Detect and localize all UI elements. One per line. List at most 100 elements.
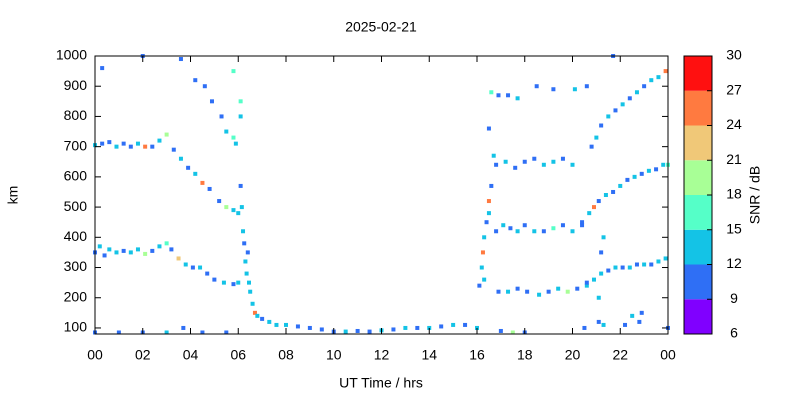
data-point bbox=[143, 251, 148, 256]
data-point bbox=[367, 329, 372, 334]
data-point bbox=[580, 223, 585, 228]
data-point bbox=[541, 162, 546, 167]
data-point bbox=[143, 144, 148, 149]
data-point bbox=[630, 313, 635, 318]
data-point bbox=[627, 96, 632, 101]
data-point bbox=[560, 223, 565, 228]
data-point bbox=[475, 325, 479, 330]
x-tick-label: 00 bbox=[660, 347, 676, 363]
data-point bbox=[587, 211, 592, 216]
data-point bbox=[236, 280, 241, 285]
x-tick-label: 08 bbox=[278, 347, 294, 363]
y-tick-label: 400 bbox=[64, 228, 88, 244]
data-point bbox=[243, 259, 248, 264]
data-point bbox=[274, 322, 279, 327]
data-point bbox=[603, 193, 608, 197]
y-tick-label: 1000 bbox=[56, 47, 87, 63]
data-point bbox=[513, 165, 518, 170]
data-point bbox=[224, 129, 229, 134]
data-point bbox=[486, 211, 491, 216]
data-point bbox=[427, 325, 432, 330]
data-point bbox=[494, 162, 499, 167]
data-point bbox=[649, 262, 654, 267]
data-point bbox=[532, 156, 537, 161]
data-point bbox=[620, 102, 625, 107]
data-point bbox=[451, 322, 456, 327]
x-axis-label: UT Time / hrs bbox=[339, 375, 423, 391]
data-point bbox=[212, 277, 217, 282]
data-point bbox=[515, 229, 520, 234]
y-tick-label: 100 bbox=[64, 319, 88, 335]
data-point bbox=[656, 259, 661, 264]
data-point bbox=[532, 229, 537, 234]
data-point bbox=[114, 250, 119, 255]
y-tick-label: 800 bbox=[64, 107, 88, 123]
x-tick-label: 14 bbox=[421, 347, 437, 363]
data-point bbox=[496, 289, 501, 294]
data-point bbox=[570, 162, 575, 167]
colorbar-tick-label: 6 bbox=[730, 325, 738, 341]
data-point bbox=[116, 330, 121, 335]
x-tick-label: 10 bbox=[326, 347, 342, 363]
data-point bbox=[171, 147, 176, 152]
data-point bbox=[508, 226, 513, 231]
y-tick-label: 600 bbox=[64, 168, 88, 184]
data-point bbox=[267, 319, 272, 324]
data-point bbox=[537, 292, 542, 297]
data-point bbox=[632, 174, 637, 179]
data-point bbox=[627, 265, 632, 270]
data-point bbox=[242, 241, 247, 246]
data-point bbox=[639, 310, 644, 315]
data-point bbox=[510, 330, 515, 335]
data-point bbox=[150, 248, 155, 253]
data-point bbox=[193, 171, 198, 176]
data-point bbox=[415, 325, 420, 330]
data-point bbox=[255, 313, 260, 318]
data-point bbox=[634, 90, 639, 95]
data-point bbox=[613, 108, 618, 113]
data-point bbox=[506, 93, 511, 98]
colorbar-band bbox=[684, 56, 712, 91]
colorbar-band bbox=[684, 125, 712, 161]
colorbar-tick-label: 18 bbox=[726, 186, 742, 202]
data-point bbox=[241, 229, 246, 234]
data-point bbox=[198, 265, 203, 270]
data-point bbox=[663, 256, 668, 261]
data-point bbox=[319, 327, 324, 332]
data-point bbox=[482, 235, 487, 240]
colorbar-band bbox=[684, 90, 712, 126]
x-tick-label: 02 bbox=[135, 347, 151, 363]
data-point bbox=[534, 84, 539, 89]
data-point bbox=[252, 310, 257, 315]
data-point bbox=[186, 165, 191, 170]
data-point bbox=[596, 319, 601, 324]
data-point bbox=[190, 265, 195, 270]
y-tick-label: 700 bbox=[64, 137, 88, 153]
x-tick-label: 20 bbox=[565, 347, 581, 363]
data-point bbox=[584, 280, 589, 285]
x-tick-label: 16 bbox=[469, 347, 485, 363]
x-tick-label: 22 bbox=[612, 347, 628, 363]
x-tick-label: 12 bbox=[374, 347, 390, 363]
data-point bbox=[107, 247, 112, 252]
data-point bbox=[231, 208, 236, 213]
data-point bbox=[221, 280, 226, 285]
data-point bbox=[515, 286, 520, 291]
data-point bbox=[193, 78, 198, 83]
data-point bbox=[522, 159, 527, 164]
data-point bbox=[121, 141, 126, 146]
data-point bbox=[625, 177, 630, 182]
data-point bbox=[164, 241, 169, 246]
colorbar-tick-label: 21 bbox=[726, 151, 742, 167]
colorbar-band bbox=[684, 229, 712, 265]
data-point bbox=[501, 223, 506, 228]
data-point bbox=[642, 84, 647, 89]
data-point bbox=[231, 69, 236, 74]
data-point bbox=[164, 132, 169, 137]
data-point bbox=[570, 229, 575, 234]
data-point bbox=[611, 189, 616, 194]
data-point bbox=[121, 248, 126, 253]
data-point bbox=[178, 156, 183, 161]
data-point bbox=[489, 183, 494, 188]
data-point bbox=[599, 271, 604, 276]
